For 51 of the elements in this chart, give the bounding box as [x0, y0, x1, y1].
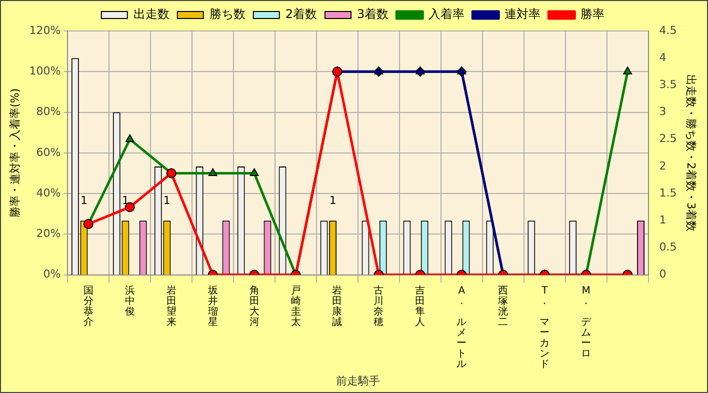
x-tick-label: 西塚洸二 — [497, 286, 508, 328]
x-tick-label: 浜中俊 — [124, 284, 135, 318]
y-tick-label: 60% — [36, 146, 61, 159]
y2-tick-label: 4.5 — [659, 24, 677, 37]
data-label: 1 — [80, 194, 88, 207]
x-tick-label: M. デムーロ — [581, 286, 592, 360]
y2-tick-label: 3 — [659, 105, 666, 118]
point — [166, 168, 176, 178]
x-tick-label: T. マーカンド — [540, 286, 550, 370]
x-tick-label: 古川奈穂 — [374, 284, 384, 328]
legend-label: 勝率 — [580, 7, 605, 22]
legend-label: 連対率 — [504, 7, 541, 22]
x-tick-label: 角田大河 — [249, 284, 260, 328]
y2-axis-title: 出走数・勝ち数・2着数・3着数 — [684, 74, 698, 232]
data-label: 1 — [329, 194, 336, 207]
y2-tick-label: 4 — [659, 50, 666, 64]
point — [623, 66, 632, 74]
y2-tick-label: 1 — [659, 213, 666, 226]
y-tick-label: 40% — [36, 186, 61, 200]
y2-tick-label: 0.5 — [659, 240, 677, 254]
y-tick-label: 120% — [29, 24, 61, 37]
point — [456, 66, 467, 77]
x-tick-label: 岩田康誠 — [332, 284, 342, 328]
y2-tick-label: 2 — [659, 159, 666, 172]
y2-tick-label: 2.5 — [659, 132, 677, 146]
legend-label: 勝ち数 — [209, 7, 246, 22]
y2-tick-label: 3.5 — [659, 78, 677, 92]
y-axis-title: 勝率・連対率・入着率(%) — [8, 88, 22, 218]
point — [374, 66, 384, 77]
x-tick-label: 国分恭介 — [83, 286, 94, 328]
y-tick-label: 80% — [36, 105, 61, 118]
point — [125, 134, 134, 142]
y-tick-label: 0% — [43, 268, 61, 281]
x-tick-label: 吉田隼人 — [415, 284, 426, 328]
legend-label: 入着率 — [428, 7, 465, 22]
y-tick-label: 20% — [36, 227, 61, 240]
y2-tick-label: 0 — [659, 268, 666, 281]
legend-label: 出走数 — [133, 7, 170, 22]
x-axis-title: 前走騎手 — [336, 374, 380, 388]
legend-label: 2着数 — [285, 7, 318, 22]
point — [250, 168, 259, 176]
x-tick-label: 岩田望来 — [166, 284, 176, 328]
y-tick-label: 100% — [29, 64, 61, 78]
x-tick-label: A. ルメートル — [456, 286, 467, 370]
y2-tick-label: 1.5 — [659, 186, 677, 200]
x-tick-label: 戸崎圭太 — [290, 286, 301, 328]
legend-label: 3着数 — [357, 7, 389, 22]
point — [415, 66, 426, 77]
x-tick-label: 坂井瑠星 — [206, 284, 218, 328]
data-label: 1 — [163, 194, 170, 207]
point — [208, 168, 218, 176]
